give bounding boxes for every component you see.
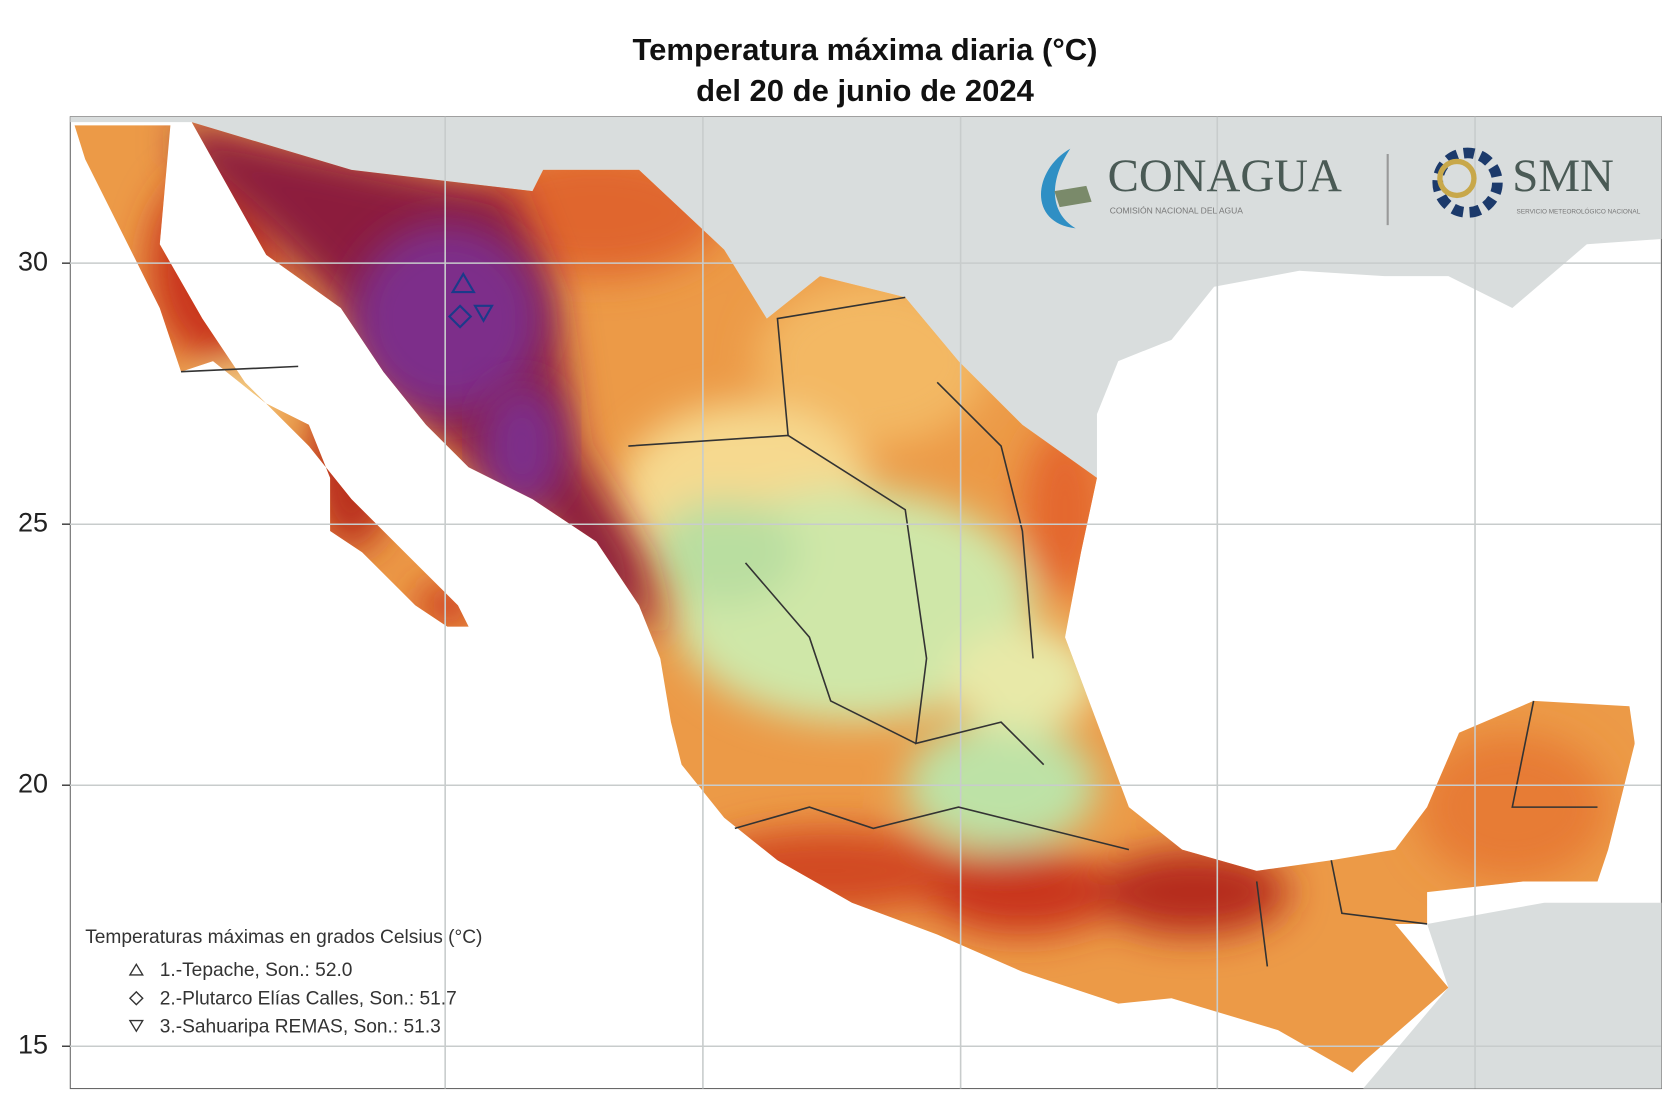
hottest-zone [351,223,544,415]
smn-subtitle: SERVICIO METEOROLÓGICO NACIONAL [1517,206,1641,215]
conagua-name: CONAGUA [1108,150,1342,202]
legend-entry: 2.-Plutarco Elías Calles, Son.: 51.7 [160,989,457,1010]
y-tick-label: 30 [18,246,48,276]
legend-symbol [128,990,144,1006]
legend-entry: 1.-Tepache, Son.: 52.0 [160,960,353,981]
hottest-zone [479,382,565,510]
legend-title: Temperaturas máximas en grados Celsius (… [85,927,482,948]
title-line: Temperatura máxima diaria (°C) [633,32,1098,67]
state-borders [181,296,1598,967]
station-markers [447,271,494,329]
central-america-land [1363,902,1662,1089]
y-tick-label: 20 [18,768,48,798]
legend-symbol [128,962,144,976]
smn-name: SMN [1512,150,1614,202]
legend-entry: 3.-Sahuaripa REMAS, Son.: 51.3 [160,1016,441,1037]
latitude-axis: 15 20 25 30 [18,246,1661,1059]
meridians [444,116,1476,1089]
y-tick-label: 15 [18,1029,48,1059]
conagua-logo: CONAGUA COMISIÓN NACIONAL DEL AGUA SMN S… [1041,147,1641,229]
legend-symbol [128,1019,144,1033]
conagua-subtitle: COMISIÓN NACIONAL DEL AGUA [1110,205,1244,215]
map-drawing: CONAGUA COMISIÓN NACIONAL DEL AGUA SMN S… [69,116,1662,1090]
us-land [70,116,1662,478]
legend: Temperaturas máximas en grados Celsius (… [85,927,482,1037]
title-line: del 20 de junio de 2024 [696,73,1034,108]
y-tick-label: 25 [18,507,48,537]
